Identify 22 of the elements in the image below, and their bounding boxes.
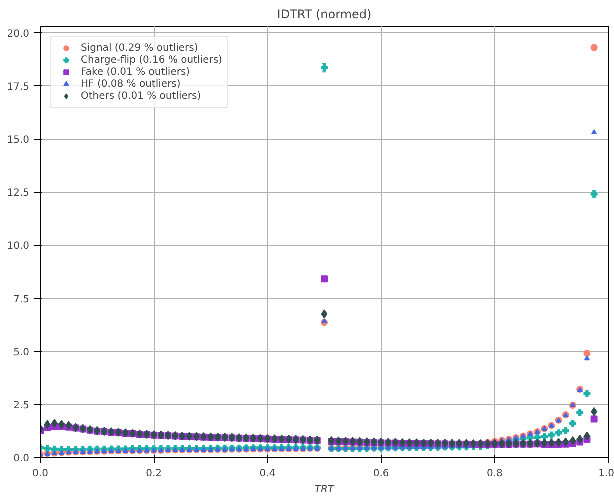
x-tick-label: 0.8 bbox=[486, 468, 503, 480]
chart-title: IDTRT (normed) bbox=[277, 8, 372, 22]
y-tick-label: 10.0 bbox=[7, 241, 30, 252]
legend-label: HF (0.08 % outliers) bbox=[81, 78, 181, 90]
y-tick-label: 0.0 bbox=[14, 454, 30, 464]
y-tick-label: 2.5 bbox=[14, 400, 30, 412]
y-tick-label: 17.5 bbox=[7, 82, 30, 93]
x-tick-label: 0.6 bbox=[373, 468, 390, 480]
y-tick-label: 20.0 bbox=[7, 28, 30, 40]
x-tick-label: 1.0 bbox=[598, 468, 614, 480]
y-tick-label: 7.5 bbox=[14, 294, 30, 306]
legend-label: Fake (0.01 % outliers) bbox=[81, 66, 190, 78]
legend-label: Signal (0.29 % outliers) bbox=[81, 42, 198, 54]
x-tick-label: 0.4 bbox=[260, 468, 276, 480]
x-tick-label: 0.0 bbox=[32, 468, 48, 480]
x-tick-label: 0.2 bbox=[146, 468, 162, 480]
y-tick-label: 15.0 bbox=[7, 135, 30, 146]
legend-label: Charge-flip (0.16 % outliers) bbox=[81, 54, 222, 66]
y-tick-label: 5.0 bbox=[14, 347, 30, 358]
legend-label: Others (0.01 % outliers) bbox=[81, 90, 202, 102]
x-axis-title: TRT bbox=[314, 484, 335, 496]
y-tick-label: 12.5 bbox=[7, 188, 30, 200]
